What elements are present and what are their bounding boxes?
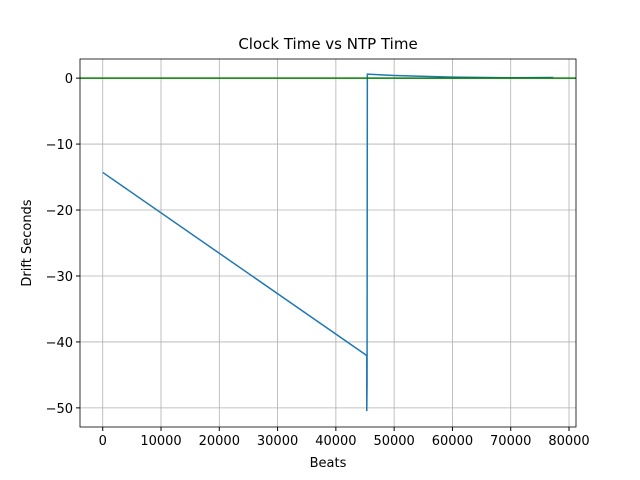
x-tick-label: 20000 bbox=[199, 434, 240, 449]
x-axis-label: Beats bbox=[310, 456, 347, 471]
x-tick-label: 40000 bbox=[315, 434, 356, 449]
x-tick-label: 50000 bbox=[373, 434, 414, 449]
x-tick-label: 60000 bbox=[432, 434, 473, 449]
y-tick-label: −30 bbox=[46, 270, 73, 285]
x-tick-label: 0 bbox=[99, 434, 107, 449]
x-tick-label: 10000 bbox=[140, 434, 181, 449]
x-tick-label: 70000 bbox=[490, 434, 531, 449]
data-line bbox=[102, 73, 554, 412]
y-tick-label: −10 bbox=[46, 138, 73, 153]
plot-frame bbox=[79, 58, 577, 428]
y-tick-label: 0 bbox=[65, 72, 73, 87]
y-tick-label: −50 bbox=[46, 402, 73, 417]
chart-title: Clock Time vs NTP Time bbox=[238, 35, 417, 53]
y-axis-label: Drift Seconds bbox=[20, 199, 35, 286]
y-tick-label: −40 bbox=[46, 336, 73, 351]
x-tick-label: 80000 bbox=[548, 434, 589, 449]
x-tick-label: 30000 bbox=[257, 434, 298, 449]
y-tick-label: −20 bbox=[46, 204, 73, 219]
